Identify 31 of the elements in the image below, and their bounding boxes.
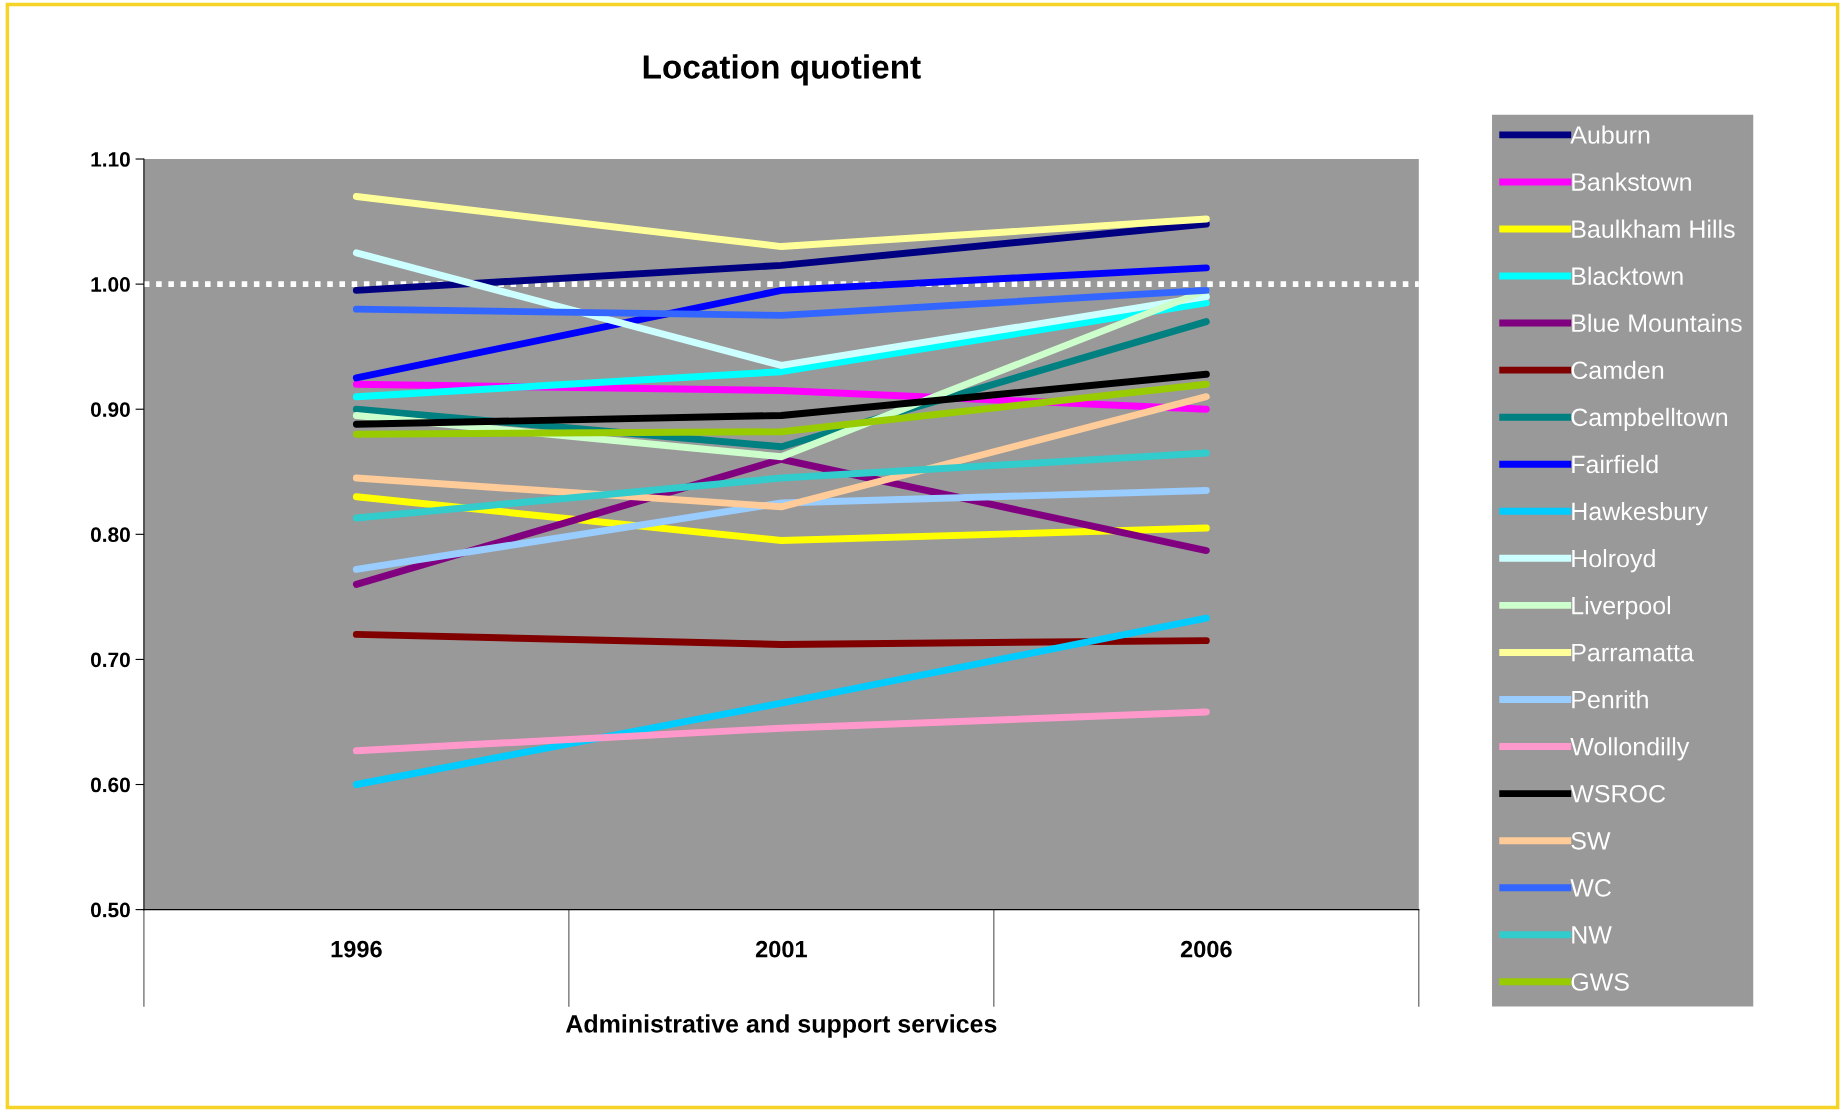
legend-label: Hawkesbury — [1572, 501, 1708, 526]
y-tick-label: 0.60 — [91, 777, 130, 793]
legend-label: Blacktown — [1572, 266, 1683, 286]
legend-label: Blue Mountains — [1572, 313, 1742, 333]
chart-title: Location quotient — [643, 54, 921, 86]
y-tick-label: 0.50 — [91, 902, 130, 918]
y-tick-label: 1.10 — [91, 152, 130, 167]
y-tick-label: 0.80 — [91, 527, 130, 543]
legend-label: Liverpool — [1572, 596, 1671, 620]
y-tick-label: 1.00 — [91, 277, 130, 292]
x-tick-label: 1996 — [331, 940, 382, 958]
x-axis-title: Administrative and support services — [565, 1014, 997, 1038]
legend-label: Penrith — [1572, 690, 1648, 709]
legend-label: Wollondilly — [1570, 737, 1690, 761]
legend-label: WSROC — [1570, 784, 1666, 803]
legend-label: GWS — [1571, 973, 1629, 991]
legend-label: Auburn — [1570, 125, 1650, 144]
y-tick-label: 0.70 — [91, 652, 130, 668]
x-tick-label: 2006 — [1180, 940, 1232, 958]
legend-label: Fairfield — [1572, 454, 1658, 474]
legend-label: Campbelltown — [1571, 407, 1728, 432]
legend-label: SW — [1571, 831, 1611, 850]
legend-label: Bankstown — [1572, 172, 1691, 191]
x-tick-label: 2001 — [755, 940, 807, 958]
legend-label: Holroyd — [1572, 548, 1655, 573]
legend-label: WC — [1570, 879, 1611, 897]
y-tick-label: 0.90 — [91, 402, 130, 417]
legend-label: NW — [1572, 926, 1612, 944]
legend-label: Parramatta — [1572, 644, 1694, 662]
legend-label: Camden — [1571, 360, 1664, 380]
legend-label: Baulkham Hills — [1572, 219, 1735, 238]
